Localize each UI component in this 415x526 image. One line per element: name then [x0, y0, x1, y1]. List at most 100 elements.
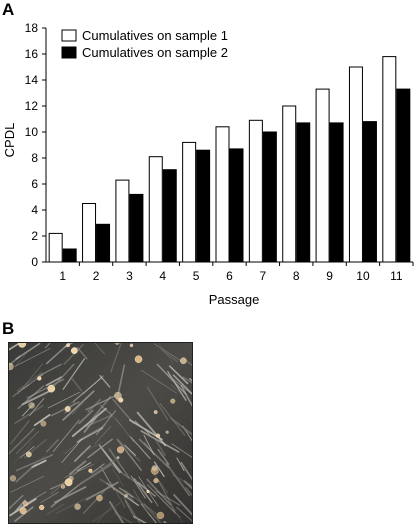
- micrograph-bright-cell: [155, 433, 161, 438]
- micrograph-fiber: [157, 479, 176, 512]
- micrograph-fiber: [63, 343, 84, 365]
- bar-series2-passage-11: [396, 88, 411, 263]
- x-tick-label: 2: [93, 269, 100, 283]
- micrograph-fiber: [182, 425, 193, 443]
- legend-label-series1: Cumulatives on sample 1: [82, 28, 228, 43]
- micrograph-fiber: [10, 420, 30, 445]
- micrograph-fiber: [72, 377, 103, 403]
- micrograph-fiber: [112, 468, 125, 487]
- micrograph-bright-cell: [66, 343, 71, 348]
- micrograph-bright-cell: [114, 391, 122, 400]
- micrograph-fiber: [143, 503, 163, 524]
- micrograph-bright-cell: [25, 451, 32, 458]
- micrograph-fiber: [161, 499, 181, 518]
- x-tick-label: 8: [293, 269, 300, 283]
- y-tick-label: 0: [31, 255, 38, 269]
- micrograph-fiber: [117, 438, 141, 462]
- micrograph-fiber: [124, 500, 136, 519]
- bar-series1-passage-3: [115, 179, 130, 263]
- micrograph-fiber: [182, 376, 193, 385]
- micrograph-fiber: [46, 503, 65, 516]
- micrograph-fiber: [91, 463, 105, 474]
- micrograph-fiber: [47, 391, 80, 409]
- micrograph-bright-cell: [165, 430, 169, 434]
- micrograph-fiber: [44, 342, 52, 349]
- micrograph-fiber: [87, 398, 102, 413]
- x-axis-label: Passage: [209, 292, 260, 307]
- micrograph-bright-cell: [134, 355, 143, 363]
- micrograph-fiber: [85, 481, 119, 501]
- micrograph-fiber: [146, 386, 169, 421]
- y-tick-label: 6: [31, 177, 38, 191]
- micrograph-fiber: [157, 448, 170, 465]
- micrograph-bright-cell: [146, 489, 150, 494]
- micrograph-fiber: [17, 363, 44, 395]
- micrograph-fiber: [172, 374, 193, 396]
- cell-culture-micrograph: [8, 342, 193, 524]
- micrograph-bright-cell: [129, 343, 134, 348]
- micrograph-bright-cell: [40, 420, 47, 427]
- micrograph-fiber: [92, 502, 121, 522]
- micrograph-fiber: [114, 512, 135, 524]
- micrograph-fiber: [116, 438, 142, 471]
- micrograph-bright-cell: [37, 376, 42, 381]
- micrograph-fiber: [16, 491, 47, 510]
- micrograph-bright-cell: [153, 410, 158, 415]
- micrograph-fiber: [146, 478, 172, 506]
- micrograph-fiber: [16, 371, 43, 392]
- micrograph-fiber: [99, 404, 113, 416]
- micrograph-fiber: [170, 417, 193, 437]
- micrograph-fiber: [153, 343, 183, 362]
- micrograph-fiber: [96, 502, 115, 524]
- bar-series2-passage-3: [129, 193, 144, 263]
- micrograph-fiber: [108, 448, 130, 479]
- bar-series2-passage-5: [196, 149, 211, 263]
- x-tick-label: 3: [126, 269, 133, 283]
- panel-b-label: B: [2, 319, 15, 338]
- micrograph-fiber: [17, 455, 46, 480]
- bar-series1-passage-2: [82, 203, 97, 263]
- micrograph-fiber: [29, 397, 45, 416]
- micrograph-fiber: [112, 398, 135, 424]
- micrograph-fiber: [93, 342, 106, 355]
- micrograph-fiber: [123, 496, 142, 524]
- micrograph-fiber: [110, 481, 126, 508]
- micrograph-bright-cell: [153, 478, 159, 484]
- micrograph-fiber: [167, 371, 187, 401]
- micrograph-fiber: [94, 425, 112, 445]
- micrograph-fiber: [130, 436, 151, 460]
- micrograph-fiber: [165, 462, 191, 497]
- micrograph-fiber: [170, 384, 193, 405]
- micrograph-fiber: [99, 375, 111, 388]
- bar-series1-passage-5: [182, 141, 197, 263]
- x-tick-label: 11: [390, 269, 403, 283]
- micrograph-fiber: [115, 418, 135, 442]
- micrograph-bright-cell: [64, 478, 73, 487]
- micrograph-bright-cell: [96, 494, 103, 502]
- bar-series2-passage-4: [162, 169, 177, 263]
- bar-series1-passage-9: [315, 88, 330, 263]
- bar-series1-passage-1: [48, 232, 63, 263]
- y-tick-label: 2: [31, 229, 38, 243]
- micrograph-fiber: [10, 475, 45, 493]
- micrograph-fiber: [76, 346, 88, 360]
- legend-swatch-series1: [61, 29, 77, 42]
- micrograph-fiber: [171, 474, 193, 487]
- micrograph-fiber: [45, 376, 63, 387]
- micrograph-fiber: [46, 439, 59, 453]
- micrograph-fiber: [13, 499, 26, 514]
- micrograph-fiber: [52, 419, 80, 453]
- micrograph-fiber: [138, 438, 170, 469]
- micrograph-fiber: [82, 486, 109, 514]
- micrograph-fiber: [185, 487, 193, 498]
- bar-series2-passage-9: [329, 122, 344, 263]
- micrograph-fiber: [50, 481, 84, 508]
- micrograph-fiber: [157, 342, 174, 364]
- micrograph-fiber: [40, 491, 59, 503]
- micrograph-fiber: [14, 353, 27, 368]
- micrograph-fiber: [110, 342, 122, 373]
- micrograph-fiber: [85, 394, 117, 411]
- y-tick-label: 8: [31, 151, 38, 165]
